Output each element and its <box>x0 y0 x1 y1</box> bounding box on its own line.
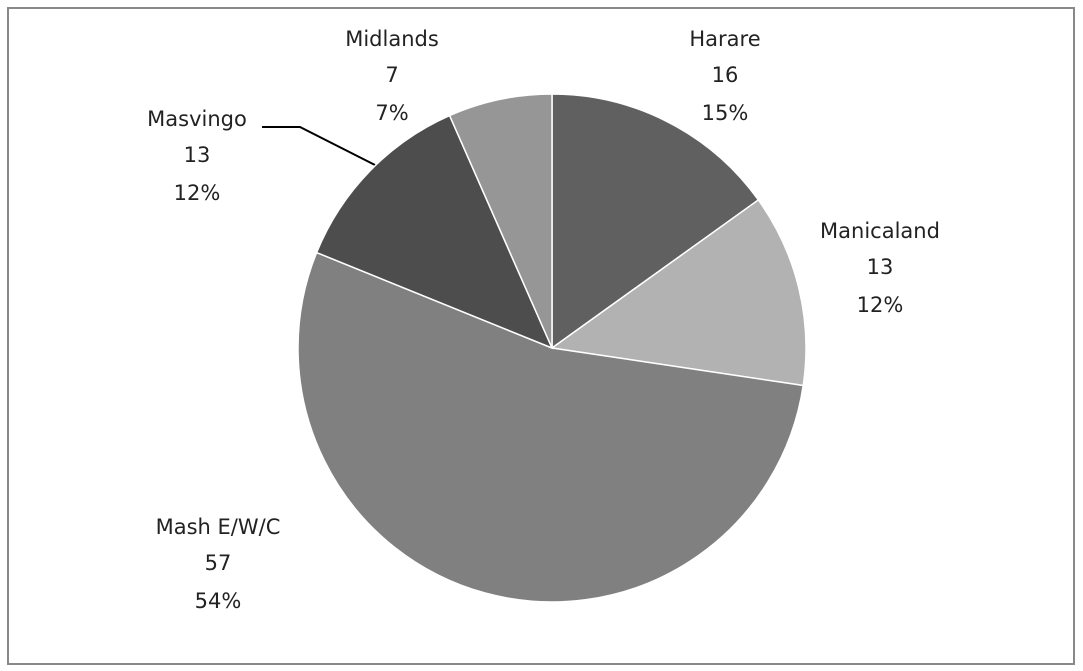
pie-slice <box>297 251 805 603</box>
pie-slice <box>315 114 554 350</box>
slice-percent: 54% <box>195 589 242 613</box>
slice-value: 7 <box>385 63 398 87</box>
slice-percent: 12% <box>857 293 904 317</box>
slice-percent: 15% <box>702 101 749 125</box>
pie-slice <box>551 93 760 350</box>
slice-value: 13 <box>867 255 894 279</box>
pie-slice <box>448 93 553 349</box>
slice-label: Mash E/W/C <box>156 515 281 539</box>
slice-label: Midlands <box>345 27 439 51</box>
pie-slice <box>550 198 807 387</box>
slice-percent: 12% <box>174 181 221 205</box>
slice-label: Harare <box>689 27 760 51</box>
slice-value: 57 <box>205 551 232 575</box>
slice-percent: 7% <box>375 101 408 125</box>
slice-label: Masvingo <box>147 107 247 131</box>
slice-value: 13 <box>184 143 211 167</box>
leader-line <box>262 126 376 166</box>
slice-value: 16 <box>712 63 739 87</box>
slice-label: Manicaland <box>820 219 940 243</box>
